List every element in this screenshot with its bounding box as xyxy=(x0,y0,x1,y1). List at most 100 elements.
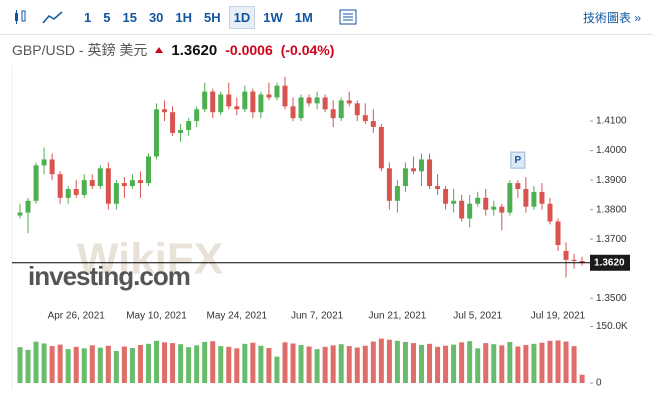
candle-body xyxy=(515,183,521,189)
candle-icon[interactable] xyxy=(12,9,32,25)
candle-body xyxy=(499,206,505,213)
candle-body xyxy=(410,168,416,172)
interval-button[interactable]: 15 xyxy=(122,9,137,25)
candle-body xyxy=(210,91,216,113)
volume-bar xyxy=(129,347,135,383)
volume-bar xyxy=(218,346,224,383)
candle-body xyxy=(491,206,497,210)
candle-body xyxy=(282,85,288,107)
volume-bar xyxy=(178,344,184,383)
candle-body xyxy=(57,174,63,198)
volume-bar xyxy=(97,347,103,383)
volume-bar xyxy=(330,345,336,383)
volume-bar xyxy=(531,343,537,383)
interval-button[interactable]: 30 xyxy=(148,9,164,25)
area-icon[interactable] xyxy=(42,9,64,25)
candle-body xyxy=(105,168,111,204)
y-tick-label: 1.3800 xyxy=(596,204,627,215)
candle-body xyxy=(234,106,240,110)
candle-body xyxy=(33,165,39,201)
toolbar: 1 5 15 30 1H 5H 1D 1W 1M 技術圖表 » xyxy=(0,0,653,35)
volume-bar xyxy=(539,342,545,383)
volume-bar xyxy=(354,347,360,383)
candle-body xyxy=(362,115,368,122)
volume-bar xyxy=(121,346,127,383)
candle-body xyxy=(314,97,320,104)
volume-bar xyxy=(89,345,95,383)
last-price-box xyxy=(590,254,630,271)
x-tick-label: Apr 26, 2021 xyxy=(48,311,106,322)
volume-bar xyxy=(290,343,296,383)
candle-body xyxy=(419,159,424,172)
volume-bar xyxy=(186,347,192,383)
interval-button[interactable]: 1W xyxy=(263,9,283,25)
technical-chart-link[interactable]: 技術圖表 » xyxy=(582,10,641,25)
volume-bar xyxy=(523,344,529,383)
volume-bar xyxy=(33,341,39,383)
change-percent: (-0.04%) xyxy=(280,42,335,58)
volume-bar xyxy=(162,342,168,383)
candle-body xyxy=(242,91,248,110)
candle-body xyxy=(507,183,513,213)
volume-bar xyxy=(410,343,416,383)
change: -0.0006 xyxy=(225,42,273,58)
interval-button[interactable]: 1M xyxy=(294,9,313,25)
candle-body xyxy=(25,200,31,213)
interval-button[interactable]: 5H xyxy=(204,9,221,25)
settings-icon[interactable] xyxy=(339,9,357,25)
y-tick-label: 1.3900 xyxy=(596,175,627,186)
volume-bar xyxy=(25,349,31,383)
candle-body xyxy=(145,156,151,184)
y-tick-label: 1.3700 xyxy=(596,234,627,245)
last-price-label: 1.3620 xyxy=(594,257,625,268)
interval-button[interactable]: 1D xyxy=(228,5,256,29)
x-tick-label: May 10, 2021 xyxy=(126,311,187,322)
candle-body xyxy=(330,109,336,119)
candle-body xyxy=(202,91,208,110)
volume-bar xyxy=(451,344,457,383)
volume-bar xyxy=(266,347,272,383)
candle-body xyxy=(394,186,400,201)
volume-bar xyxy=(137,344,143,383)
volume-bar xyxy=(515,346,521,383)
candle-body xyxy=(154,109,160,157)
candle-body xyxy=(547,203,553,222)
interval-button[interactable]: 1H xyxy=(175,9,193,25)
candle-body xyxy=(467,203,473,219)
candle-body xyxy=(41,159,47,166)
candle-body xyxy=(49,159,55,175)
volume-bar xyxy=(234,348,240,383)
candle-body xyxy=(579,261,585,263)
volume-bar xyxy=(571,346,577,383)
volume-bar xyxy=(242,343,248,383)
volume-bar xyxy=(105,345,111,383)
interval-button[interactable]: 1 xyxy=(84,9,92,25)
volume-bar xyxy=(338,344,344,383)
volume-bar xyxy=(427,343,433,383)
volume-bar xyxy=(274,356,280,383)
volume-bar xyxy=(41,343,47,383)
candle-body xyxy=(178,129,184,133)
y-tick-label: 1.4100 xyxy=(596,116,627,127)
volume-bar xyxy=(362,345,368,383)
volume-bar xyxy=(49,346,55,383)
candle-body xyxy=(443,188,449,204)
volume-bar xyxy=(483,343,489,383)
candle-body xyxy=(17,212,23,216)
candle-body xyxy=(170,112,176,133)
candle-body xyxy=(378,126,384,169)
volume-bar xyxy=(226,346,232,383)
volume-bar xyxy=(419,344,424,383)
candle-body xyxy=(162,109,168,113)
candle-body xyxy=(97,168,103,187)
candle-body xyxy=(322,97,328,110)
candle-body xyxy=(186,121,192,130)
interval-button[interactable]: 5 xyxy=(103,9,111,25)
candle-body xyxy=(274,85,280,98)
volume-bar xyxy=(202,341,208,383)
candle-body xyxy=(137,180,143,184)
watermark-investing: investing.com xyxy=(28,261,190,291)
volume-bar xyxy=(555,340,561,383)
